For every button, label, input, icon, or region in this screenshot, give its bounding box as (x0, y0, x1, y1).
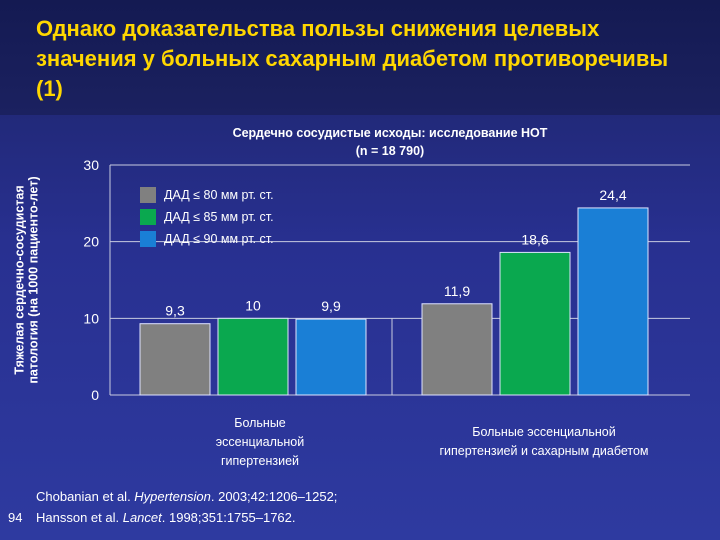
legend-item: ДАД ≤ 90 мм рт. ст. (140, 228, 274, 250)
reference-authors: Chobanian et al. (36, 489, 135, 504)
data-label: 24,4 (599, 187, 626, 203)
reference-details: . 2003;42:1206–1252; (210, 489, 338, 504)
y-tick-label: 0 (91, 387, 99, 403)
reference-line: Hansson et al. Lancet. 1998;351:1755–176… (36, 507, 337, 528)
data-label: 11,9 (444, 283, 470, 299)
legend-item: ДАД ≤ 80 мм рт. ст. (140, 184, 274, 206)
reference-journal: Lancet (122, 510, 162, 525)
category-label: Больные эссенциальной гипертензией (215, 416, 305, 468)
data-label: 9,9 (321, 298, 341, 314)
data-label: 10 (245, 297, 261, 313)
page-number: 94 (8, 510, 23, 525)
bar (217, 317, 289, 396)
legend-label: ДАД ≤ 90 мм рт. ст. (164, 232, 274, 246)
bar (577, 207, 649, 396)
data-label: 18,6 (521, 231, 548, 247)
bar (421, 303, 493, 396)
data-label: 9,3 (165, 303, 185, 319)
reference-line: Chobanian et al. Hypertension. 2003;42:1… (36, 486, 337, 507)
legend: ДАД ≤ 80 мм рт. ст. ДАД ≤ 85 мм рт. ст. … (140, 184, 274, 250)
reference-details: . 1998;351:1755–1762. (161, 510, 296, 525)
title-band (0, 0, 720, 115)
y-tick-label: 10 (83, 310, 99, 326)
bar (499, 251, 571, 396)
category-label: Больные эссенциальной гипертензией и сах… (439, 425, 649, 458)
legend-swatch (140, 231, 156, 247)
reference-journal: Hypertension (134, 489, 211, 504)
legend-item: ДАД ≤ 85 мм рт. ст. (140, 206, 274, 228)
bar (139, 323, 211, 396)
chart-subtitle: (n = 18 790) (355, 144, 425, 158)
reference-authors: Hansson et al. (36, 510, 123, 525)
slide-title: Однако доказательства пользы снижения це… (36, 16, 669, 101)
references: Chobanian et al. Hypertension. 2003;42:1… (36, 486, 337, 528)
y-tick-label: 30 (83, 157, 99, 173)
legend-swatch (140, 209, 156, 225)
legend-label: ДАД ≤ 85 мм рт. ст. (164, 210, 274, 224)
legend-label: ДАД ≤ 80 мм рт. ст. (164, 188, 274, 202)
bar (295, 318, 367, 396)
chart-title-main: Сердечно сосудистые исходы: исследование… (232, 126, 548, 140)
legend-swatch (140, 187, 156, 203)
y-tick-label: 20 (83, 234, 99, 250)
chart-title: Сердечно сосудистые исходы: исследование… (160, 124, 620, 160)
